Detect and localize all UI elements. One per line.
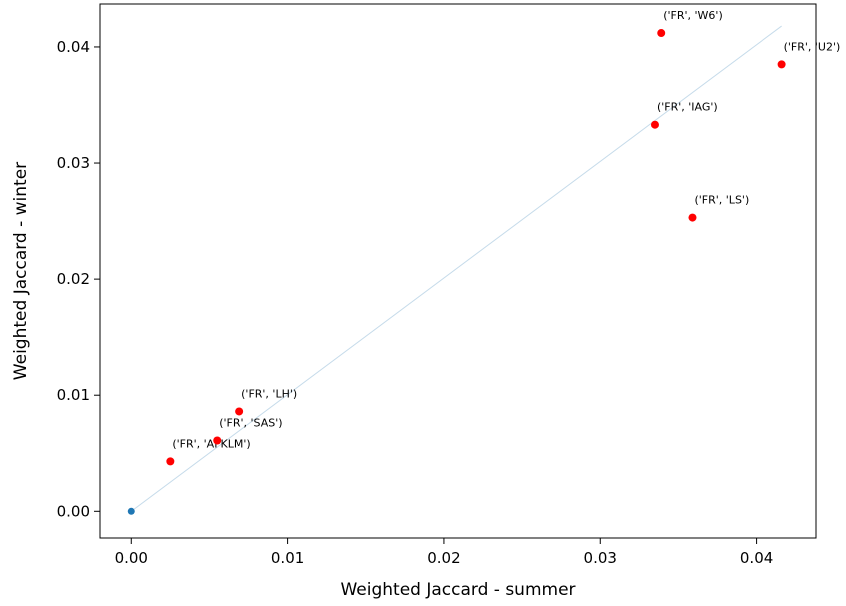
x-tick-label: 0.01 — [271, 549, 304, 567]
data-point — [650, 120, 659, 129]
point-label: ('FR', 'W6') — [663, 9, 723, 22]
y-axis-label: Weighted Jaccard - winter — [11, 162, 31, 380]
point-label: ('FR', 'LH') — [241, 387, 297, 400]
plot-frame — [99, 3, 817, 539]
x-axis-label: Weighted Jaccard - summer — [340, 580, 575, 600]
y-tick-label: 0.03 — [57, 154, 90, 172]
point-label: ('FR', 'AFKLM') — [172, 437, 250, 450]
y-tick-label: 0.01 — [57, 386, 90, 404]
y-tick-label: 0.02 — [57, 270, 90, 288]
axes: 0.00 0.01 0.02 0.03 0.04 0.00 0.01 0.02 0.03 0.04… — [11, 3, 817, 600]
x-tick-label: 0.04 — [740, 549, 773, 567]
point-label: ('FR', 'U2') — [784, 40, 841, 53]
data-point — [688, 213, 697, 222]
point-label: ('FR', 'SAS') — [219, 416, 282, 429]
point-label: ('FR', 'LS') — [694, 194, 749, 207]
data-point — [166, 457, 175, 466]
data-point — [777, 60, 786, 69]
y-tick-label: 0.00 — [57, 502, 90, 520]
data-point — [213, 436, 222, 445]
data-point — [235, 407, 244, 416]
x-tick-label: 0.03 — [584, 549, 617, 567]
plot-area: ('FR', 'AFKLM') ('FR', 'SAS') ('FR', 'LH')… — [127, 9, 841, 515]
diagonal-line — [130, 25, 782, 512]
x-tick-label: 0.00 — [115, 549, 148, 567]
data-point — [657, 29, 666, 38]
x-tick-label: 0.02 — [427, 549, 460, 567]
point-label: ('FR', 'IAG') — [657, 101, 718, 114]
y-tick-label: 0.04 — [57, 38, 90, 56]
origin-point — [127, 507, 135, 515]
